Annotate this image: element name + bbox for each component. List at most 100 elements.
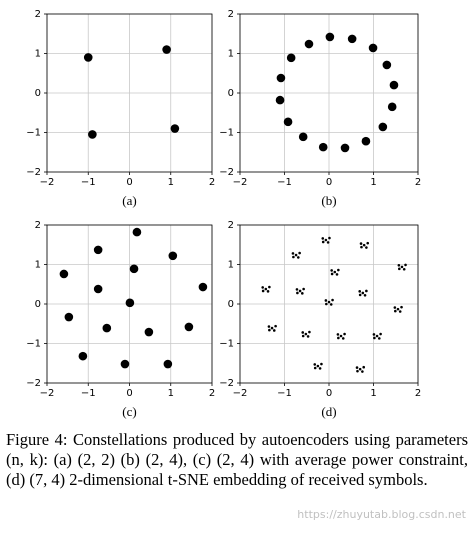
point xyxy=(318,142,328,152)
point xyxy=(272,329,276,332)
point xyxy=(393,306,397,309)
plot-frame xyxy=(46,224,213,384)
point xyxy=(286,53,296,63)
y-tick-label: −2 xyxy=(26,167,41,178)
point xyxy=(331,298,334,302)
point xyxy=(64,312,74,322)
point xyxy=(302,287,305,291)
point xyxy=(270,326,274,330)
figure: −2 −1 0 1 2 −2 −1 0 1 2 (a) −2 −1 0 1 2 −2 −1 0 1 2 (b) −2 −1 0 1… xyxy=(26,9,421,419)
point xyxy=(335,273,339,276)
point xyxy=(394,309,397,313)
point xyxy=(404,263,407,267)
point xyxy=(330,272,334,276)
y-tick-label: 0 xyxy=(35,88,41,99)
point xyxy=(268,328,271,332)
point xyxy=(88,130,97,139)
plot-frame xyxy=(239,224,419,384)
point xyxy=(163,359,173,369)
point xyxy=(296,256,300,259)
x-tick-label: −1 xyxy=(81,177,96,188)
point xyxy=(329,303,333,306)
point xyxy=(324,299,328,302)
panel-label: (c) xyxy=(122,404,136,419)
point xyxy=(361,370,364,373)
plot-frame xyxy=(239,13,419,173)
x-tick-label: 0 xyxy=(326,388,332,399)
point xyxy=(330,269,333,272)
y-tick-label: 0 xyxy=(228,299,234,310)
y-tick-label: 2 xyxy=(35,220,41,231)
point xyxy=(337,268,340,272)
point xyxy=(379,332,382,336)
point xyxy=(308,330,311,334)
point xyxy=(266,290,270,293)
point xyxy=(358,367,362,371)
point xyxy=(268,285,271,289)
x-tick-label: 1 xyxy=(370,177,376,188)
x-tick-label: −2 xyxy=(40,388,55,399)
point xyxy=(296,291,299,295)
x-tick-label: 0 xyxy=(126,388,132,399)
point xyxy=(301,334,305,338)
point xyxy=(318,367,322,370)
point xyxy=(83,53,93,62)
point xyxy=(298,251,301,255)
y-tick-label: 2 xyxy=(228,220,234,231)
point xyxy=(294,253,298,257)
x-tick-label: 1 xyxy=(370,388,376,399)
point xyxy=(264,287,268,291)
x-tick-label: 2 xyxy=(209,177,215,188)
point xyxy=(341,337,345,340)
y-tick-label: 0 xyxy=(35,299,41,310)
point xyxy=(365,246,368,249)
point xyxy=(362,365,366,369)
point xyxy=(389,80,399,90)
point xyxy=(93,284,103,294)
y-tick-label: −1 xyxy=(26,128,41,139)
point xyxy=(301,331,305,334)
point xyxy=(377,337,381,340)
panel-label: (a) xyxy=(122,193,136,208)
point xyxy=(363,294,367,297)
point xyxy=(291,252,295,255)
point xyxy=(78,351,88,361)
point xyxy=(355,366,359,369)
point xyxy=(361,291,365,295)
y-tick-label: 0 xyxy=(228,88,234,99)
x-tick-label: −2 xyxy=(233,177,248,188)
point xyxy=(301,292,304,295)
point xyxy=(313,366,317,370)
point xyxy=(356,369,359,373)
point xyxy=(326,241,330,244)
point xyxy=(129,264,139,274)
point xyxy=(396,307,400,311)
point xyxy=(283,117,293,127)
y-tick-label: 1 xyxy=(228,260,234,271)
point xyxy=(144,327,154,337)
point xyxy=(306,335,310,338)
point xyxy=(347,34,357,44)
y-tick-label: −2 xyxy=(219,167,234,178)
y-tick-label: −2 xyxy=(219,378,234,389)
x-tick-label: −1 xyxy=(81,388,96,399)
point xyxy=(359,242,363,245)
x-tick-label: 0 xyxy=(126,177,132,188)
y-tick-label: 1 xyxy=(228,49,234,60)
point xyxy=(274,324,277,328)
point xyxy=(325,302,328,306)
point xyxy=(321,240,325,244)
point xyxy=(360,245,363,249)
point xyxy=(59,269,69,279)
point xyxy=(320,362,323,366)
point xyxy=(261,289,265,293)
x-tick-label: −1 xyxy=(277,388,292,399)
point xyxy=(358,293,362,297)
point xyxy=(304,332,308,336)
point xyxy=(162,45,171,54)
point xyxy=(337,336,340,340)
y-tick-label: −1 xyxy=(219,128,234,139)
point xyxy=(125,298,135,308)
x-tick-label: 0 xyxy=(326,177,332,188)
